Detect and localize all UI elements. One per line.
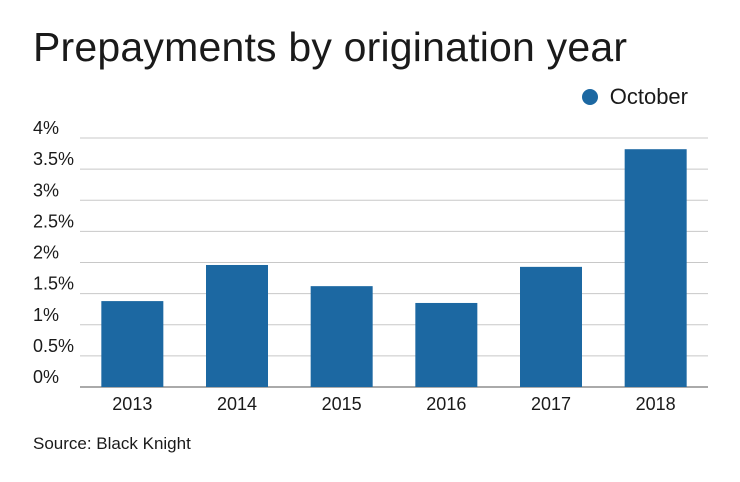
y-tick-label: 4%	[33, 118, 59, 138]
legend: October	[581, 84, 688, 110]
legend-label: October	[609, 84, 688, 109]
y-tick-label: 2%	[33, 243, 59, 263]
x-tick-label: 2017	[531, 394, 571, 414]
x-tick-label: 2016	[426, 394, 466, 414]
bar-2013	[101, 301, 164, 387]
y-tick-label: 1.5%	[33, 274, 74, 294]
y-tick-label: 0.5%	[33, 336, 74, 356]
chart-title: Prepayments by origination year	[33, 24, 628, 70]
grid-lines	[80, 137, 708, 388]
bar-2017	[520, 266, 582, 387]
y-tick-label: 1%	[33, 305, 59, 325]
bar-2016	[415, 302, 478, 387]
x-tick-labels: 2013 2014 2015 2016 2017 2018	[112, 394, 675, 414]
bar-2014	[206, 264, 268, 387]
y-tick-labels: 0% 0.5% 1% 1.5% 2% 2.5% 3% 3.5% 4%	[33, 118, 74, 387]
x-tick-label: 2018	[636, 394, 676, 414]
y-tick-label: 2.5%	[33, 211, 74, 231]
bar-2015	[310, 286, 373, 387]
y-tick-label: 3.5%	[33, 149, 74, 169]
y-tick-label: 0%	[33, 367, 59, 387]
bars	[101, 149, 687, 387]
y-tick-label: 3%	[33, 180, 59, 200]
source-note: Source: Black Knight	[33, 434, 191, 453]
bar-2018	[624, 149, 687, 387]
x-tick-label: 2015	[322, 394, 362, 414]
x-tick-label: 2013	[112, 394, 152, 414]
legend-swatch	[581, 89, 598, 105]
x-tick-label: 2014	[217, 394, 257, 414]
